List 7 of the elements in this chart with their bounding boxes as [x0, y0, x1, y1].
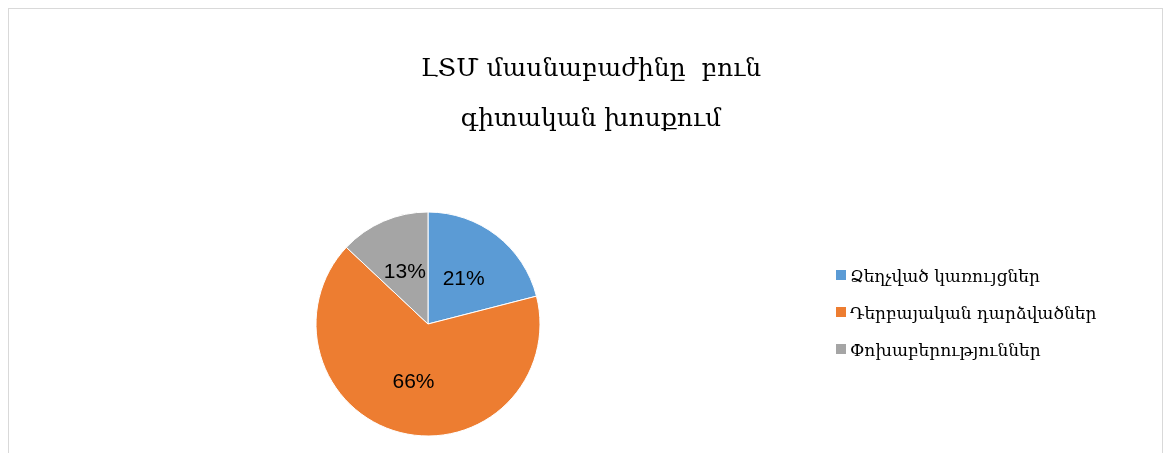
- data-label: 13%: [383, 258, 426, 282]
- legend-label: Փոխաբերություններ: [850, 339, 1041, 360]
- data-label: 66%: [392, 368, 435, 392]
- legend-label: Ձեղչված կառույցներ: [850, 265, 1041, 286]
- chart-title: ԼՏՄ մասնաբաժինը բուն գիտական խոսքում: [420, 53, 762, 132]
- data-label: 21%: [442, 266, 485, 290]
- legend-label: Դերբայական դարձվածներ: [850, 302, 1097, 323]
